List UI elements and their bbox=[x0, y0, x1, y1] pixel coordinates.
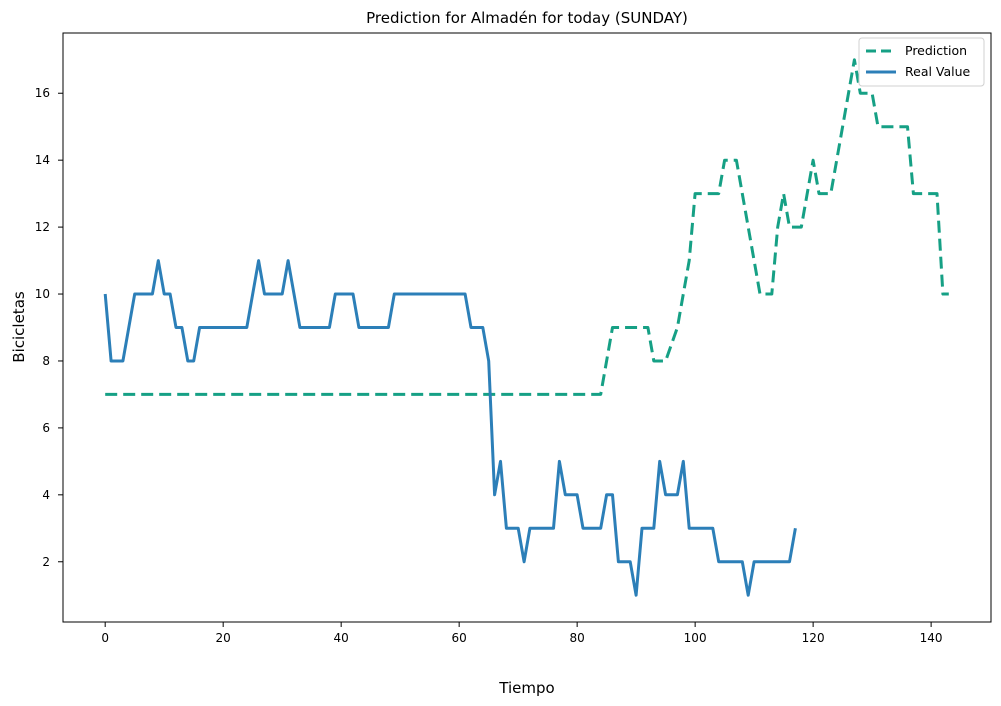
plot-frame bbox=[62, 32, 992, 623]
legend-label-real-value: Real Value bbox=[905, 64, 971, 79]
y-tick-label: 10 bbox=[35, 287, 50, 301]
plot-area bbox=[103, 58, 949, 597]
chart-title: Prediction for Almadén for today (SUNDAY… bbox=[366, 9, 688, 27]
x-axis-label: Tiempo bbox=[498, 679, 554, 697]
y-tick-label: 8 bbox=[42, 354, 50, 368]
x-tick-label: 100 bbox=[684, 631, 707, 645]
y-tick-label: 14 bbox=[35, 153, 50, 167]
x-tick-label: 40 bbox=[334, 631, 349, 645]
legend: Prediction Real Value bbox=[858, 37, 985, 87]
series-line-prediction bbox=[105, 58, 949, 396]
y-axis-label: Bicicletas bbox=[10, 291, 28, 363]
y-tick-label: 16 bbox=[35, 86, 50, 100]
series-line-real-value bbox=[103, 259, 797, 597]
y-tick-label: 6 bbox=[42, 421, 50, 435]
x-tick-label: 20 bbox=[216, 631, 231, 645]
x-tick-label: 80 bbox=[570, 631, 585, 645]
legend-label-prediction: Prediction bbox=[905, 43, 967, 58]
y-tick-label: 4 bbox=[42, 488, 50, 502]
x-tick-label: 120 bbox=[802, 631, 825, 645]
x-tick-label: 140 bbox=[920, 631, 943, 645]
x-tick-label: 0 bbox=[101, 631, 109, 645]
x-tick-label: 60 bbox=[452, 631, 467, 645]
axes: 0 20 40 60 80 100 120 140 2 4 6 8 10 12 14 16 bbox=[35, 86, 943, 645]
y-tick-label: 2 bbox=[42, 555, 50, 569]
y-tick-label: 12 bbox=[35, 220, 50, 234]
